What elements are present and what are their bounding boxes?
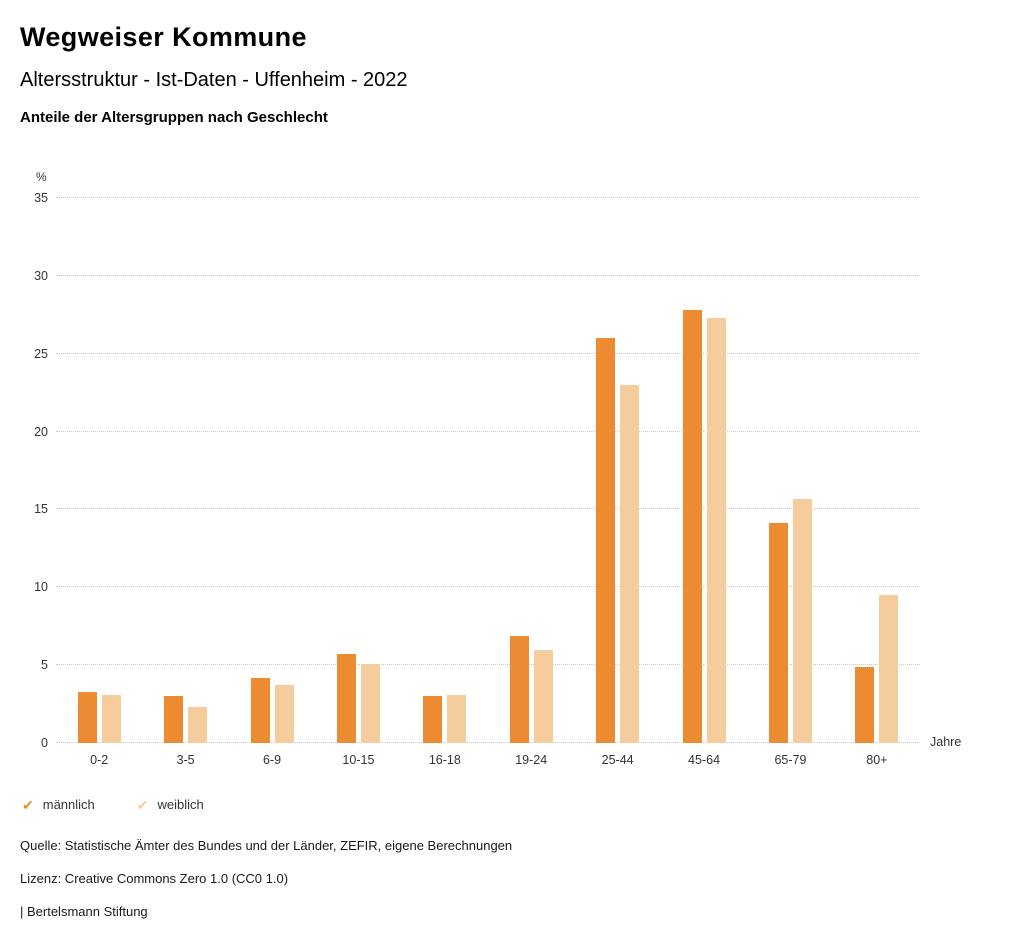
legend-item-maennlich: ✔ männlich <box>22 797 95 812</box>
bar-weiblich <box>620 384 640 743</box>
check-icon: ✔ <box>136 796 149 813</box>
gridline <box>56 352 920 354</box>
x-tick-label: 25-44 <box>601 753 634 767</box>
gridline <box>56 586 920 588</box>
x-tick-label: 0-2 <box>90 753 109 767</box>
y-tick-label: 10 <box>34 580 48 595</box>
plot-area: Jahre <box>56 197 961 749</box>
x-tick-label: 65-79 <box>774 753 807 767</box>
x-axis-labels: 0-2 3-5 6-9 10-15 16-18 19-24 25-44 45-64 65-79 8… <box>56 753 920 767</box>
bar-männlich <box>423 696 443 743</box>
bar-weiblich <box>274 685 294 743</box>
legend-label: männlich <box>42 797 95 812</box>
y-tick-label: 15 <box>34 502 48 517</box>
bar-weiblich <box>101 694 121 743</box>
chart-section-title: Anteile der Altersgruppen nach Geschlech… <box>20 109 328 126</box>
bar-männlich <box>682 310 702 743</box>
source-text: Quelle: Statistische Ämter des Bundes un… <box>20 838 513 853</box>
attribution-text: | Bertelsmann Stiftung <box>20 904 148 919</box>
x-tick-label: 19-24 <box>515 753 548 767</box>
x-tick-label: 45-64 <box>688 753 721 767</box>
bar-männlich <box>336 654 356 743</box>
y-axis-unit-label: % <box>36 170 47 184</box>
bar-weiblich <box>447 694 467 743</box>
y-tick-label: 25 <box>34 346 48 361</box>
y-axis: 0 5 10 15 20 25 30 35 <box>20 191 56 750</box>
bar-männlich <box>855 666 875 743</box>
bar-group <box>315 198 401 743</box>
bar-group <box>747 198 833 743</box>
bar-group <box>574 198 660 743</box>
y-tick-label: 5 <box>41 658 48 673</box>
chart-legend: ✔ männlich ✔ weiblich <box>22 797 994 812</box>
check-icon: ✔ <box>22 796 34 813</box>
bar-männlich <box>509 635 529 743</box>
bar-chart: % 0 5 10 15 20 25 30 35 Jahre 0-2 3-5 6-9 10-15 16-… <box>20 170 994 767</box>
bar-weiblich <box>188 707 208 743</box>
bar-männlich <box>250 677 270 743</box>
gridline <box>56 197 920 198</box>
gridline <box>56 430 920 432</box>
bar-weiblich <box>360 663 380 743</box>
bar-groups <box>56 198 920 743</box>
x-tick-label: 16-18 <box>428 753 461 767</box>
bar-group <box>56 198 142 743</box>
legend-label: weiblich <box>157 797 204 812</box>
bar-männlich <box>768 523 788 743</box>
gridline <box>56 274 920 276</box>
plot-wrapper: 0 5 10 15 20 25 30 35 Jahre <box>20 191 961 750</box>
y-tick-label: 30 <box>34 268 48 283</box>
gridline <box>56 508 920 510</box>
x-tick-label: 3-5 <box>176 753 195 767</box>
gridline <box>56 664 920 666</box>
y-tick-label: 20 <box>34 424 48 439</box>
chart-footer: Quelle: Statistische Ämter des Bundes un… <box>20 838 994 919</box>
bar-group <box>402 198 488 743</box>
page-title: Wegweiser Kommune <box>20 22 307 52</box>
bar-weiblich <box>706 317 726 743</box>
y-tick-label: 35 <box>34 191 48 205</box>
bar-group <box>834 198 920 743</box>
bar-group <box>488 198 574 743</box>
bar-männlich <box>596 338 616 743</box>
x-tick-label: 80+ <box>866 753 888 767</box>
x-tick-label: 6-9 <box>262 753 282 767</box>
bar-weiblich <box>533 649 553 743</box>
bar-group <box>142 198 228 743</box>
x-tick-label: 10-15 <box>342 753 375 767</box>
bar-weiblich <box>792 498 812 743</box>
chart-subtitle: Altersstruktur - Ist-Daten - Uffenheim -… <box>20 69 408 91</box>
y-tick-label: 0 <box>41 736 48 750</box>
gridline <box>56 742 920 743</box>
x-axis-unit-label: Jahre <box>930 735 962 749</box>
legend-item-weiblich: ✔ weiblich <box>137 797 204 812</box>
bar-group <box>661 198 747 743</box>
bar-männlich <box>77 691 97 743</box>
license-text: Lizenz: Creative Commons Zero 1.0 (CC0 1… <box>20 871 289 886</box>
bar-group <box>229 198 315 743</box>
bar-männlich <box>164 696 184 743</box>
bar-weiblich <box>879 595 899 743</box>
